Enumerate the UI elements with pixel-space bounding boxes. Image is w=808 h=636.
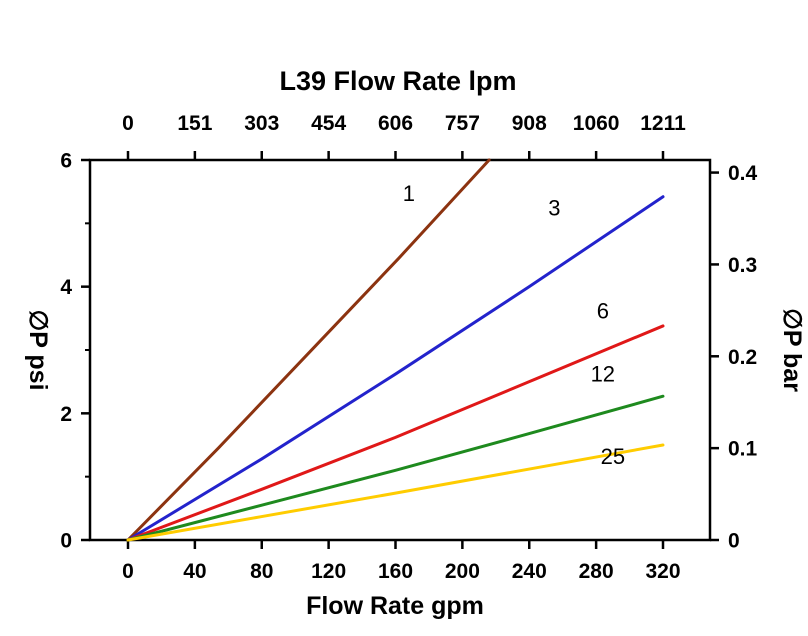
series-label-25: 25 [601, 444, 625, 469]
x-tick-label-top: 454 [311, 112, 346, 135]
y-tick-label-left: 2 [60, 403, 72, 426]
x-tick-label-top: 151 [177, 112, 212, 135]
y-tick-label-right: 0.2 [728, 346, 757, 369]
x-tick-label-bottom: 120 [311, 560, 346, 583]
x-tick-label-top: 303 [244, 112, 279, 135]
x-axis-title: Flow Rate gpm [306, 592, 484, 620]
series-label-6: 6 [597, 298, 609, 323]
y-tick-label-right: 0 [728, 530, 740, 553]
series-line-6 [126, 324, 665, 542]
y-axis-right-title: ∅P bar [778, 308, 806, 392]
series-label-1: 1 [403, 181, 415, 206]
y-tick-label-left: 0 [60, 530, 72, 553]
x-tick-label-top: 908 [512, 112, 547, 135]
x-tick-label-bottom: 200 [445, 560, 480, 583]
x-tick-label-bottom: 160 [378, 560, 413, 583]
x-tick-label-top: 757 [445, 112, 480, 135]
y-tick-label-right: 0.4 [728, 162, 758, 185]
y-tick-label-left: 4 [60, 276, 72, 299]
x-tick-label-top: 606 [378, 112, 413, 135]
x-tick-label-top: 1060 [573, 112, 620, 135]
x-tick-label-top: 0 [122, 112, 134, 135]
x-tick-label-top: 1211 [640, 112, 686, 135]
series-label-3: 3 [548, 196, 560, 221]
x-tick-label-bottom: 80 [250, 560, 273, 583]
x-tick-label-bottom: 320 [645, 560, 680, 583]
series-line-3 [126, 195, 665, 542]
series-line-25 [126, 443, 665, 542]
x-tick-label-bottom: 280 [579, 560, 614, 583]
x-tick-label-bottom: 40 [183, 560, 206, 583]
series-label-12: 12 [591, 362, 615, 387]
y-tick-label-left: 6 [60, 150, 72, 173]
series-line-12 [126, 394, 665, 542]
y-axis-left-title: ∅P psi [24, 309, 52, 390]
y-tick-label-right: 0.3 [728, 254, 757, 277]
series-line-1 [126, 158, 491, 542]
chart-title: L39 Flow Rate lpm [279, 66, 516, 96]
x-tick-label-bottom: 0 [122, 560, 134, 583]
x-tick-label-bottom: 240 [512, 560, 547, 583]
y-tick-label-right: 0.1 [728, 438, 758, 461]
